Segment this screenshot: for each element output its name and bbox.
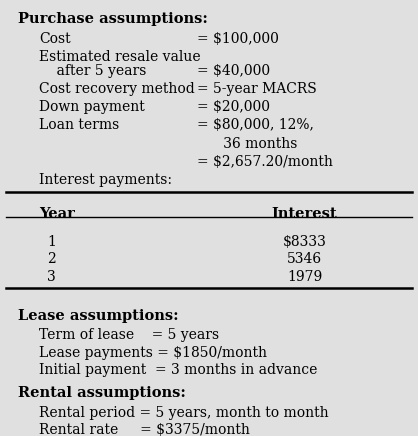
Text: 1: 1 (47, 235, 56, 249)
Text: Term of lease    = 5 years: Term of lease = 5 years (39, 328, 219, 342)
Text: Cost: Cost (39, 32, 70, 46)
Text: Lease assumptions:: Lease assumptions: (18, 309, 178, 323)
Text: 1979: 1979 (287, 270, 322, 284)
Text: Year: Year (39, 207, 75, 221)
Text: Purchase assumptions:: Purchase assumptions: (18, 11, 208, 26)
Text: = $20,000: = $20,000 (196, 100, 270, 114)
Text: Loan terms: Loan terms (39, 119, 119, 133)
Text: Lease payments = $1850/month: Lease payments = $1850/month (39, 346, 267, 360)
Text: 2: 2 (47, 252, 56, 266)
Text: Interest: Interest (272, 207, 337, 221)
Text: 3: 3 (47, 270, 56, 284)
Text: = $40,000: = $40,000 (196, 64, 270, 78)
Text: = $80,000, 12%,: = $80,000, 12%, (196, 119, 314, 133)
Text: Initial payment  = 3 months in advance: Initial payment = 3 months in advance (39, 364, 317, 378)
Text: = $2,657.20/month: = $2,657.20/month (196, 155, 332, 169)
Text: = $100,000: = $100,000 (196, 32, 278, 46)
Text: = 5-year MACRS: = 5-year MACRS (196, 82, 316, 96)
Text: Cost recovery method: Cost recovery method (39, 82, 194, 96)
Text: Down payment: Down payment (39, 100, 145, 114)
Text: 36 months: 36 months (196, 136, 297, 150)
Text: Rental assumptions:: Rental assumptions: (18, 386, 186, 400)
Text: Rental rate     = $3375/month: Rental rate = $3375/month (39, 423, 250, 436)
Text: 5346: 5346 (287, 252, 322, 266)
Text: Rental period = 5 years, month to month: Rental period = 5 years, month to month (39, 406, 329, 420)
Text: $8333: $8333 (283, 235, 326, 249)
Text: after 5 years: after 5 years (39, 64, 146, 78)
Text: Estimated resale value: Estimated resale value (39, 50, 200, 64)
Text: Interest payments:: Interest payments: (39, 173, 172, 187)
